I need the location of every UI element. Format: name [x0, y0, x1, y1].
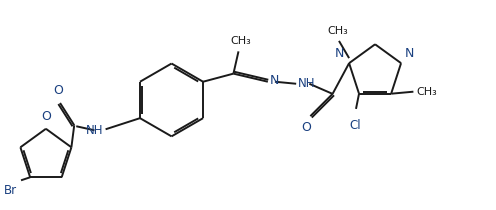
Text: O: O: [302, 121, 311, 134]
Text: CH₃: CH₃: [230, 36, 251, 46]
Text: Br: Br: [4, 184, 17, 197]
Text: O: O: [41, 110, 51, 123]
Text: N: N: [405, 47, 415, 60]
Text: Cl: Cl: [349, 119, 361, 132]
Text: NH: NH: [86, 124, 104, 137]
Text: N: N: [270, 74, 279, 87]
Text: CH₃: CH₃: [417, 87, 437, 97]
Text: N: N: [335, 47, 344, 60]
Text: NH: NH: [298, 77, 315, 90]
Text: O: O: [53, 84, 63, 97]
Text: CH₃: CH₃: [327, 26, 348, 36]
